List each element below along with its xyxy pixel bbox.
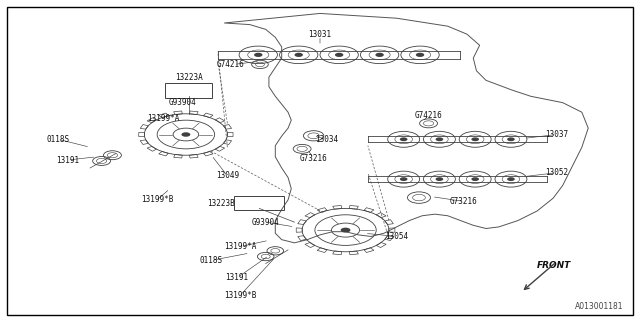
Text: 0118S: 0118S: [200, 256, 223, 265]
Text: 13199*A: 13199*A: [147, 114, 180, 123]
Circle shape: [400, 177, 408, 181]
Circle shape: [400, 137, 408, 141]
Text: G93904: G93904: [252, 218, 280, 227]
Circle shape: [471, 137, 479, 141]
Text: 13199*A: 13199*A: [224, 242, 257, 251]
Circle shape: [507, 177, 515, 181]
Text: 13034: 13034: [315, 135, 338, 144]
Circle shape: [436, 177, 444, 181]
Text: G73216: G73216: [300, 154, 328, 163]
Text: 0118S: 0118S: [47, 135, 70, 144]
Text: 13049: 13049: [216, 172, 239, 180]
Text: 13052: 13052: [545, 168, 568, 177]
Text: 13054: 13054: [385, 232, 408, 241]
Circle shape: [376, 53, 384, 57]
Circle shape: [294, 53, 303, 57]
Text: 13191: 13191: [56, 156, 79, 164]
Circle shape: [340, 228, 351, 233]
Text: 13199*B: 13199*B: [224, 291, 257, 300]
Text: 13031: 13031: [308, 30, 332, 39]
Text: A013001181: A013001181: [575, 302, 623, 311]
Circle shape: [181, 132, 190, 137]
Circle shape: [254, 53, 262, 57]
Text: G93904: G93904: [169, 98, 196, 107]
Circle shape: [507, 137, 515, 141]
Text: 13037: 13037: [545, 130, 568, 139]
Text: G74216: G74216: [415, 111, 442, 120]
Text: 13223A: 13223A: [175, 73, 203, 82]
Text: G74216: G74216: [217, 60, 244, 69]
Circle shape: [436, 137, 444, 141]
Text: FRONT: FRONT: [537, 261, 572, 270]
Circle shape: [416, 53, 424, 57]
Text: 13199*B: 13199*B: [141, 195, 173, 204]
Text: G73216: G73216: [450, 197, 477, 206]
Text: 13223B: 13223B: [207, 198, 235, 207]
Text: 13191: 13191: [225, 273, 248, 282]
Circle shape: [471, 177, 479, 181]
Circle shape: [335, 53, 344, 57]
